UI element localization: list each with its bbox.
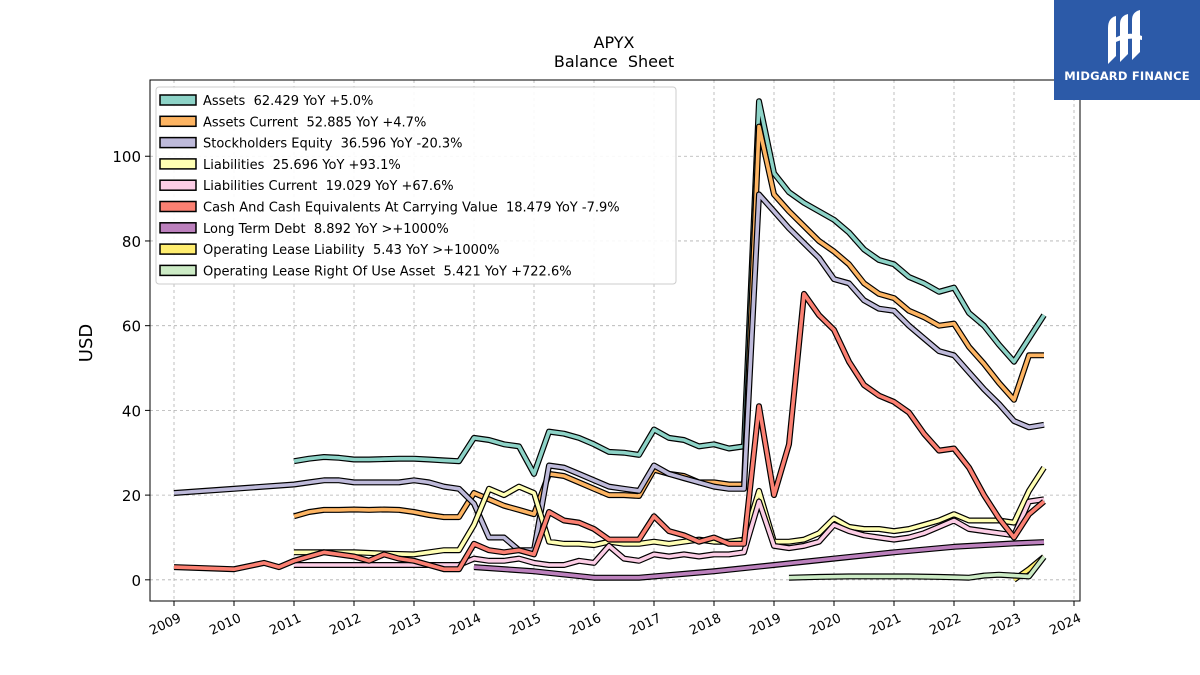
series-line: [173, 192, 1045, 553]
legend-swatch: [159, 222, 197, 234]
series-stockholders-equity: [173, 191, 1045, 554]
x-tick-label: 2014: [447, 611, 483, 639]
x-tick-label: 2016: [567, 611, 603, 639]
legend-label: Liabilities Current 19.029 YoY +67.6%: [203, 179, 454, 194]
brand-name: MIDGARD FINANCE: [1064, 69, 1190, 83]
legend-swatch: [159, 115, 197, 128]
x-tick-label: 2019: [747, 611, 783, 639]
series-lines: [173, 98, 1047, 583]
legend-label: Cash And Cash Equivalents At Carrying Va…: [203, 201, 620, 216]
legend-label: Operating Lease Right Of Use Asset 5.421…: [203, 264, 572, 279]
x-tick-label: 2011: [267, 611, 303, 639]
y-tick-label: 100: [112, 148, 141, 166]
series-assets: [293, 98, 1047, 477]
legend-swatch: [159, 179, 197, 191]
series-line: [173, 292, 1046, 572]
x-tick-label: 2023: [987, 611, 1023, 639]
series-line: [788, 555, 1046, 580]
y-tick-label: 20: [122, 487, 141, 505]
legend-swatch: [159, 94, 197, 106]
x-tick-label: 2015: [507, 611, 543, 639]
series-liabilities-current: [294, 496, 1045, 568]
x-tick-label: 2024: [1047, 611, 1083, 639]
legend-label: Operating Lease Liability 5.43 YoY >+100…: [203, 243, 500, 258]
chart-title: APYX: [594, 33, 635, 52]
series-operating-lease-right-of-use-asset: [788, 555, 1047, 581]
legend-swatch: [159, 136, 197, 149]
y-tick-label: 60: [122, 318, 141, 336]
series-line: [473, 540, 1045, 580]
x-tick-label: 2013: [387, 611, 423, 639]
x-tick-label: 2017: [627, 611, 663, 639]
series-long-term-debt: [473, 539, 1045, 581]
x-tick-label: 2010: [207, 611, 243, 639]
legend-swatch: [159, 158, 197, 170]
y-tick-label: 40: [122, 402, 141, 420]
series-cash-and-cash-equivalents-at-carrying-value: [173, 290, 1046, 573]
midgard-finance-logo: MIDGARD FINANCE: [1054, 0, 1200, 100]
y-tick-label: 80: [122, 233, 141, 251]
midgard-logo-icon: [1108, 10, 1142, 64]
x-tick-label: 2022: [927, 611, 963, 639]
plot-area-frame: [149, 79, 1081, 602]
x-tick-label: 2021: [867, 611, 903, 639]
x-tick-label: 2009: [147, 611, 183, 639]
x-tick-label: 2012: [327, 611, 363, 639]
chart-subtitle: Balance Sheet: [554, 52, 674, 71]
y-axis-label: USD: [76, 324, 97, 362]
legend-label: Assets 62.429 YoY +5.0%: [203, 94, 373, 109]
legend-label: Liabilities 25.696 YoY +93.1%: [203, 158, 401, 173]
legend-swatch: [159, 200, 197, 213]
legend-swatch: [159, 243, 197, 255]
x-tick-label: 2018: [687, 611, 723, 639]
legend-label: Assets Current 52.885 YoY +4.7%: [203, 115, 426, 130]
y-tick-label: 0: [131, 572, 141, 590]
legend-box: [155, 86, 677, 285]
legend-swatch: [159, 264, 197, 277]
series-line: [294, 497, 1045, 567]
series-line: [293, 99, 1046, 476]
legend-label: Stockholders Equity 36.596 YoY -20.3%: [203, 137, 463, 152]
legend: Assets 62.429 YoY +5.0% Assets Current 52…: [155, 86, 677, 285]
legend-label: Long Term Debt 8.892 YoY >+1000%: [203, 222, 449, 237]
x-tick-label: 2020: [807, 611, 843, 639]
